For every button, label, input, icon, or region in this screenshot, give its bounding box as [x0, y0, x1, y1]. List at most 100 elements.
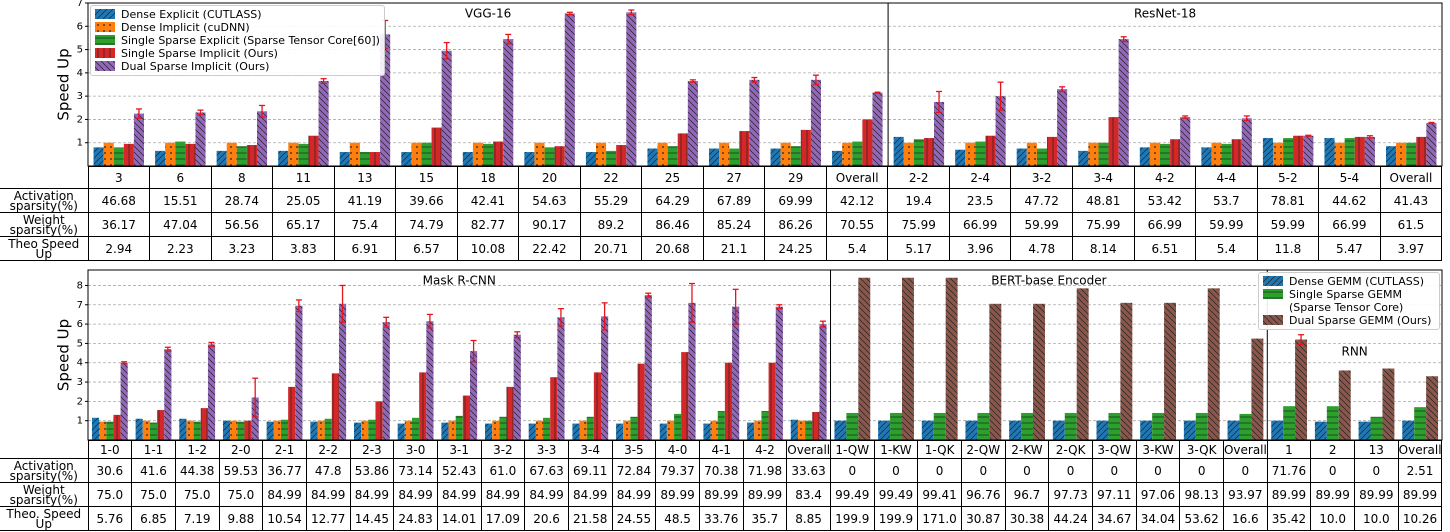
bar	[708, 148, 720, 166]
x-tick-label: 13	[1353, 440, 1399, 459]
y-tick-label: 6	[77, 21, 83, 32]
bar	[401, 152, 412, 166]
error-bar	[751, 76, 758, 83]
bar	[375, 401, 383, 440]
bar	[535, 420, 544, 440]
legend-item: Dense Explicit (CUTLASS)	[95, 8, 380, 21]
x-tick-label: 8	[210, 166, 274, 189]
bar	[819, 324, 827, 440]
table-cell: 14.45	[349, 506, 395, 531]
error-bar	[320, 78, 327, 84]
bar	[266, 421, 274, 440]
bar	[933, 412, 946, 440]
bar	[349, 142, 360, 166]
bar	[579, 420, 587, 440]
error-bar	[1243, 115, 1250, 122]
legend-swatch	[95, 22, 115, 32]
error-bar	[426, 313, 433, 329]
x-tick-label: Overall	[1397, 440, 1443, 459]
table-cell: 0	[1353, 458, 1399, 483]
bar	[165, 142, 176, 166]
bar	[499, 416, 507, 440]
table-cell: 54.63	[518, 188, 581, 213]
table-cell: 0	[917, 458, 962, 483]
legend-swatch	[95, 61, 115, 71]
bar	[236, 146, 247, 166]
bar	[688, 302, 696, 440]
bar	[216, 150, 227, 166]
bar	[780, 142, 791, 166]
bar	[382, 322, 390, 440]
bar	[1324, 138, 1335, 166]
table-cell: 28.74	[210, 188, 274, 213]
bar	[1338, 370, 1351, 440]
y-tick-label: 4	[77, 358, 83, 369]
bar	[1326, 406, 1339, 440]
bar	[1211, 142, 1222, 166]
table-cell: 0	[1222, 458, 1268, 483]
x-tick-label: 3-KW	[1135, 440, 1181, 459]
bar	[858, 277, 871, 440]
bar	[637, 363, 645, 440]
bar	[462, 152, 473, 166]
bar	[1098, 142, 1109, 166]
legend-swatch	[95, 35, 115, 45]
table-cell: 10.08	[456, 236, 520, 261]
bar	[681, 352, 689, 440]
bar	[965, 142, 976, 166]
bar	[288, 142, 299, 166]
table-cell: 44.62	[1318, 188, 1381, 213]
table-cell: 10.0	[1310, 506, 1355, 531]
bar	[601, 316, 609, 440]
x-tick-label: 2-2	[887, 166, 950, 189]
legend-label: Dense Implicit (cuDNN)	[121, 21, 250, 34]
table-cell: 65.17	[272, 212, 335, 237]
table-cell: 2.51	[1397, 458, 1443, 483]
bar	[557, 317, 565, 440]
table-cell: 84.99	[480, 482, 526, 507]
y-tick-label: 5	[77, 338, 83, 349]
table-cell: 33.63	[786, 458, 831, 483]
x-tick-label: 1-1	[131, 440, 176, 459]
error-bar	[164, 346, 171, 352]
table-cell: 75.99	[887, 212, 950, 237]
legend-swatch-fill	[95, 22, 115, 32]
bar	[810, 79, 822, 166]
table-cell: 67.63	[524, 458, 569, 483]
table-cell: 55.29	[579, 188, 643, 213]
table-cell: 75.4	[333, 212, 397, 237]
y-tick-label: 4	[77, 68, 83, 79]
bar	[1303, 135, 1314, 166]
table-cell: 41.6	[131, 458, 176, 483]
bar	[1076, 288, 1089, 440]
bar	[1088, 142, 1099, 166]
bar	[1140, 420, 1153, 440]
table-cell: 84.99	[436, 482, 482, 507]
error-bar	[997, 81, 1004, 111]
y-tick-label: 2	[77, 396, 83, 407]
table-cell: 12.77	[305, 506, 351, 531]
x-tick-label: 18	[456, 166, 520, 189]
bar	[1283, 406, 1296, 440]
table-cell: 41.43	[1379, 188, 1443, 213]
bar	[989, 303, 1002, 440]
table-cell: 89.99	[698, 482, 744, 507]
bar	[1334, 142, 1345, 166]
error-bar	[1298, 334, 1305, 346]
bar	[955, 149, 966, 166]
error-bar	[505, 33, 512, 45]
error-bar	[1428, 121, 1435, 125]
table-cell: 70.55	[825, 212, 889, 237]
table-row: Activation sparsity(%) 30.6 41.6 44.38 59.53…	[0, 458, 1443, 483]
bar	[1221, 143, 1232, 166]
error-bar	[470, 339, 477, 363]
bar	[1271, 420, 1284, 440]
bar	[934, 101, 945, 166]
bar	[834, 420, 847, 440]
table-cell: 10.54	[262, 506, 307, 531]
table-cell: 59.99	[1256, 212, 1320, 237]
bar	[754, 420, 762, 440]
bar	[1406, 142, 1417, 166]
bar	[995, 96, 1006, 166]
bar	[554, 146, 565, 166]
